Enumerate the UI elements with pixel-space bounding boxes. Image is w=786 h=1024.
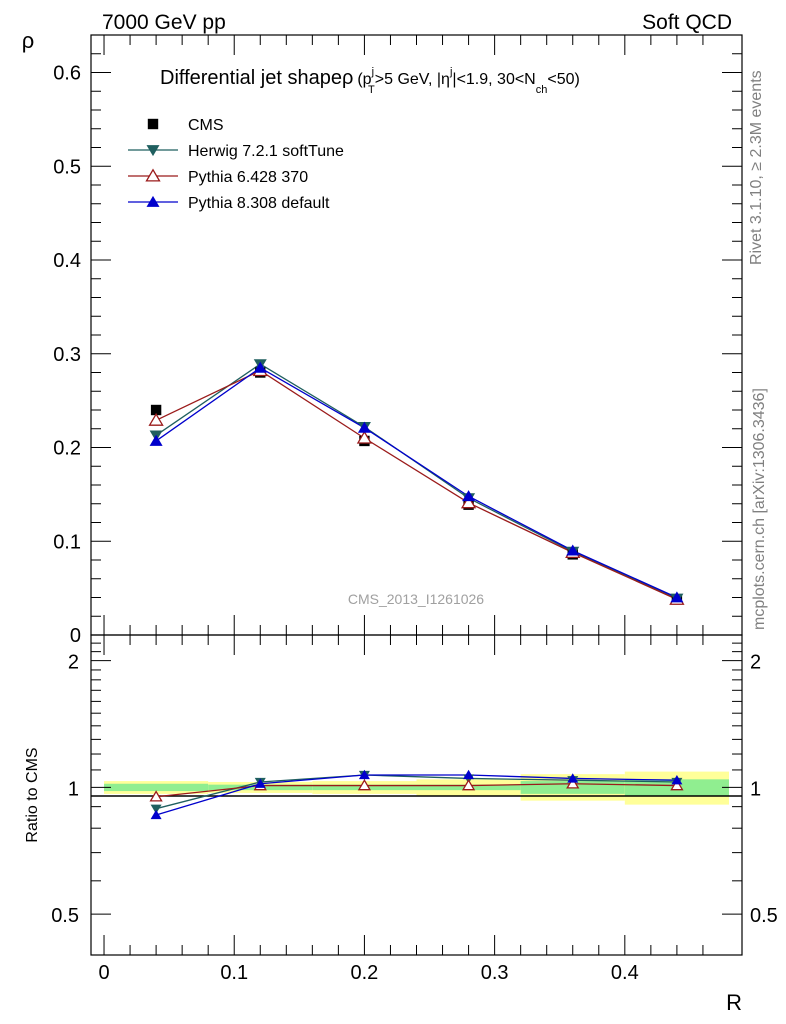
legend-label: Pythia 8.308 default — [188, 195, 330, 212]
ratio-ytick-label-right: 0.5 — [750, 905, 778, 927]
ratio-panel: 0.5 0.5 1 1 2 2 0 0.1 0.2 0.3 0.4 Ratio to CMS R — [24, 634, 778, 1015]
main-ytick-label: 0.5 — [53, 156, 81, 178]
main-panel: 0.1 0.2 0.3 0.4 0.5 0.6 0 Differential jet sha… — [22, 28, 743, 647]
main-data-point — [566, 544, 580, 556]
main-data-point — [253, 361, 267, 373]
legend-marker — [146, 145, 160, 157]
main-series-line — [155, 367, 678, 599]
ratio-data-point — [671, 774, 683, 785]
main-ytick-label: 0.2 — [53, 438, 81, 460]
ratio-series — [149, 769, 684, 820]
ratio-series-line — [155, 774, 677, 810]
legend-marker — [146, 195, 160, 207]
legend: CMS Herwig 7.2.1 softTune Pythia 6.428 370… — [128, 117, 344, 212]
ratio-data-point — [670, 779, 684, 791]
ratio-data-point — [463, 769, 475, 780]
ratio-data-point — [149, 790, 163, 802]
main-series-line — [155, 369, 678, 600]
title-nch-sub: ch — [536, 84, 548, 96]
ratio-band-stat — [104, 783, 209, 792]
main-series-line — [155, 363, 678, 600]
ratio-data-point — [357, 779, 372, 791]
ratio-data-point — [566, 777, 580, 789]
legend-label: Herwig 7.2.1 softTune — [188, 143, 344, 160]
legend-marker — [145, 168, 161, 182]
title-cond-mid2: |<1.9, 30<N — [452, 71, 535, 88]
main-ytick-label-zero: 0 — [70, 625, 81, 647]
main-data-point — [357, 421, 371, 433]
ratio-ylabel: Ratio to CMS — [24, 747, 41, 842]
main-data-point — [356, 430, 373, 444]
title-pt-sup: j — [371, 66, 374, 78]
main-data-point — [149, 434, 163, 446]
title-pt-sub: T — [368, 84, 375, 96]
main-ylabel: ρ — [22, 28, 35, 53]
legend-marker — [147, 118, 159, 130]
ratio-ytick-label-right: 2 — [750, 652, 761, 674]
ratio-data-point — [567, 773, 579, 783]
ratio-data-point — [150, 804, 162, 814]
main-ytick-label: 0.6 — [53, 63, 81, 85]
legend-label: CMS — [188, 117, 224, 134]
main-series — [148, 359, 685, 605]
title-cond-open: (p — [357, 71, 371, 88]
rivet-label: Rivet 3.1.10, ≥ 2.3M events — [748, 70, 765, 265]
ratio-ytick-label: 0.5 — [51, 905, 79, 927]
title-main: Differential jet shapeρ — [160, 67, 353, 89]
main-ticks: 0.1 0.2 0.3 0.4 0.5 0.6 0 — [53, 35, 742, 647]
main-ytick-label: 0.3 — [53, 344, 81, 366]
main-data-point — [670, 591, 684, 603]
title-cond-close: <50) — [547, 71, 579, 88]
header-left: 7000 GeV pp — [102, 11, 226, 34]
ratio-data-point — [461, 779, 476, 791]
mcplots-label: mcplots.cern.ch [arXiv:1306.3436] — [751, 388, 768, 630]
ratio-ytick-label: 1 — [68, 778, 79, 800]
ratio-series-line — [155, 774, 677, 816]
xtick-label: 0.3 — [481, 962, 509, 984]
xtick-label: 0 — [98, 962, 109, 984]
watermark: CMS_2013_I1261026 — [348, 591, 484, 607]
main-title: Differential jet shapeρ (pj T>5 GeV, |ηj|<… — [160, 66, 580, 96]
ratio-ytick-label-right: 1 — [750, 778, 761, 800]
ratio-series-line — [156, 783, 677, 798]
main-data-point — [150, 404, 162, 416]
xlabel: R — [726, 990, 742, 1015]
xtick-label: 0.2 — [351, 962, 379, 984]
xtick-label: 0.4 — [611, 962, 639, 984]
title-cond-mid: >5 GeV, |η — [375, 71, 450, 88]
legend-label: Pythia 6.428 370 — [188, 169, 308, 186]
main-data-point — [148, 412, 164, 426]
ratio-data-point — [150, 809, 162, 820]
title-eta-sup: j — [449, 66, 452, 78]
ratio-data-point — [254, 778, 266, 788]
main-data-point — [460, 495, 477, 509]
ratio-ytick-label: 2 — [68, 652, 79, 674]
ratio-ticks: 0.5 0.5 1 1 2 2 0 0.1 0.2 0.3 0.4 — [51, 635, 778, 984]
main-data-point — [462, 490, 476, 502]
main-ytick-label: 0.4 — [53, 250, 81, 272]
header-right: Soft QCD — [642, 11, 732, 34]
xtick-label: 0.1 — [220, 962, 248, 984]
main-ytick-label: 0.1 — [53, 531, 81, 553]
ratio-data-point — [358, 769, 370, 780]
